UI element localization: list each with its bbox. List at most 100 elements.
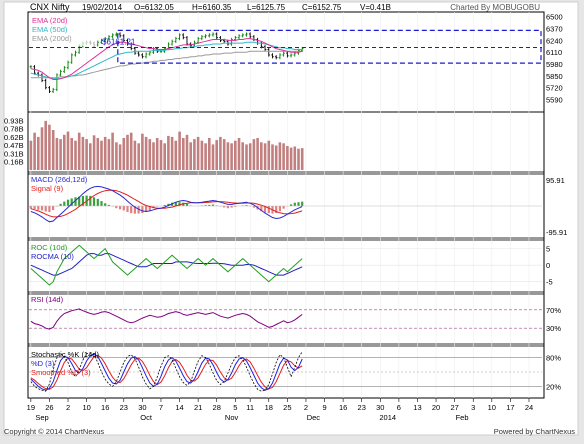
volume-bar [123, 138, 126, 170]
volume-bar [197, 137, 200, 170]
volume-bar [178, 132, 181, 170]
macd-histogram-bar [126, 206, 128, 212]
stoch-smooth-legend: Smoothed %D (3) [31, 368, 91, 377]
macd-histogram-bar [141, 206, 143, 213]
price-legend: EMA (20d) EMA (50d) EMA (200d) [31, 16, 97, 46]
volume-bar [52, 130, 55, 170]
rsi-tick-label: 30% [546, 324, 561, 333]
date-label: 19/02/2014 [82, 3, 123, 12]
powered-text: Powered by ChartNexus [494, 427, 576, 436]
x-day-label: 27 [450, 403, 458, 412]
price-tick-label: 6370 [546, 25, 563, 34]
macd-histogram-bar [63, 202, 65, 206]
legend-ema20: EMA (20d) [32, 16, 68, 25]
stoch-d-legend: %D (3) [31, 359, 55, 368]
macd-histogram-bar [119, 206, 121, 209]
x-day-label: 23 [358, 403, 366, 412]
x-day-label: 19 [27, 403, 35, 412]
volume-bar [115, 142, 118, 170]
macd-tick-label: 95.91 [546, 176, 565, 185]
volume-bar [279, 142, 282, 170]
volume-bar [234, 141, 237, 170]
macd-histogram-bar [37, 206, 39, 210]
low-label: L=6125.75 [247, 3, 286, 12]
volume-bar [56, 138, 59, 170]
macd-histogram-bar [67, 200, 69, 206]
volume-bar [175, 141, 178, 170]
price-tick-label: 5850 [546, 72, 563, 81]
volume-bar [89, 143, 92, 170]
volume-bar [186, 135, 189, 170]
x-day-label: 16 [101, 403, 109, 412]
volume-bar [44, 121, 47, 170]
macd-tick-label: -95.91 [546, 228, 567, 237]
x-day-label: 10 [488, 403, 496, 412]
volume-bar [37, 137, 40, 170]
volume-bar [282, 143, 285, 170]
volume-bar [204, 143, 207, 170]
volume-bar [163, 143, 166, 170]
volume-bar [149, 139, 152, 170]
macd-histogram-bar [130, 206, 132, 213]
price-tick-label: 6110 [546, 48, 562, 57]
x-day-label: 3 [471, 403, 475, 412]
volume-bar [85, 139, 88, 170]
x-day-label: 28 [213, 403, 221, 412]
x-month-label: Oct [140, 413, 153, 422]
stoch-tick-label: 20% [546, 382, 561, 391]
x-month-label: Nov [225, 413, 239, 422]
macd-histogram-bar [100, 201, 102, 206]
volume-bar [297, 149, 300, 170]
volume-bar [33, 133, 36, 170]
x-month-label: Dec [307, 413, 321, 422]
x-day-label: 10 [82, 403, 90, 412]
volume-bar [126, 135, 129, 170]
volume-bar [256, 138, 259, 170]
volume-tick-label: 0.16B [4, 157, 24, 166]
volume-bar [189, 142, 192, 170]
volume-bar [67, 132, 70, 170]
macd-histogram-bar [279, 206, 281, 211]
roc-tick-label: -5 [546, 278, 553, 287]
volume-bar [63, 135, 66, 170]
volume-bar [271, 144, 274, 170]
volume-bar [208, 138, 211, 170]
stoch-k-legend: Stochastic %K (14d) [31, 350, 99, 359]
rsi-tick-label: 70% [546, 306, 561, 315]
roc-tick-label: 5 [546, 245, 550, 254]
volume-bar [241, 142, 244, 170]
volume-bar [193, 139, 196, 170]
volume-bar [141, 134, 144, 170]
macd-histogram-bar [52, 206, 54, 210]
x-day-label: 26 [45, 403, 53, 412]
volume-bar [201, 141, 204, 170]
volume-bar [97, 138, 100, 170]
volume-bar [104, 137, 107, 170]
volume-bar [137, 143, 140, 170]
volume-bar [238, 138, 241, 170]
volume-label: V=0.41B [360, 3, 391, 12]
volume-bar [167, 136, 170, 170]
volume-bar [253, 139, 256, 170]
volume-bar [182, 138, 185, 170]
volume-bar [78, 133, 81, 170]
volume-bar [171, 137, 174, 170]
macd-histogram-bar [115, 206, 117, 208]
volume-bar [286, 146, 289, 170]
volume-bar [275, 146, 278, 171]
volume-bar [294, 147, 297, 171]
x-month-label: Sep [35, 413, 48, 422]
macd-histogram-bar [283, 206, 285, 209]
macd-histogram-bar [227, 206, 229, 208]
macd-histogram-bar [97, 199, 99, 206]
volume-bar [82, 137, 85, 170]
x-day-label: 5 [233, 403, 237, 412]
macd-histogram-bar [41, 206, 43, 210]
high-label: H=6160.35 [192, 3, 232, 12]
volume-bar [249, 143, 252, 170]
x-month-label: Feb [456, 413, 469, 422]
x-day-label: 14 [175, 403, 183, 412]
brand-label: Charted By MOBUGOBU [450, 3, 540, 12]
legend-ema200: EMA (200d) [32, 34, 72, 43]
